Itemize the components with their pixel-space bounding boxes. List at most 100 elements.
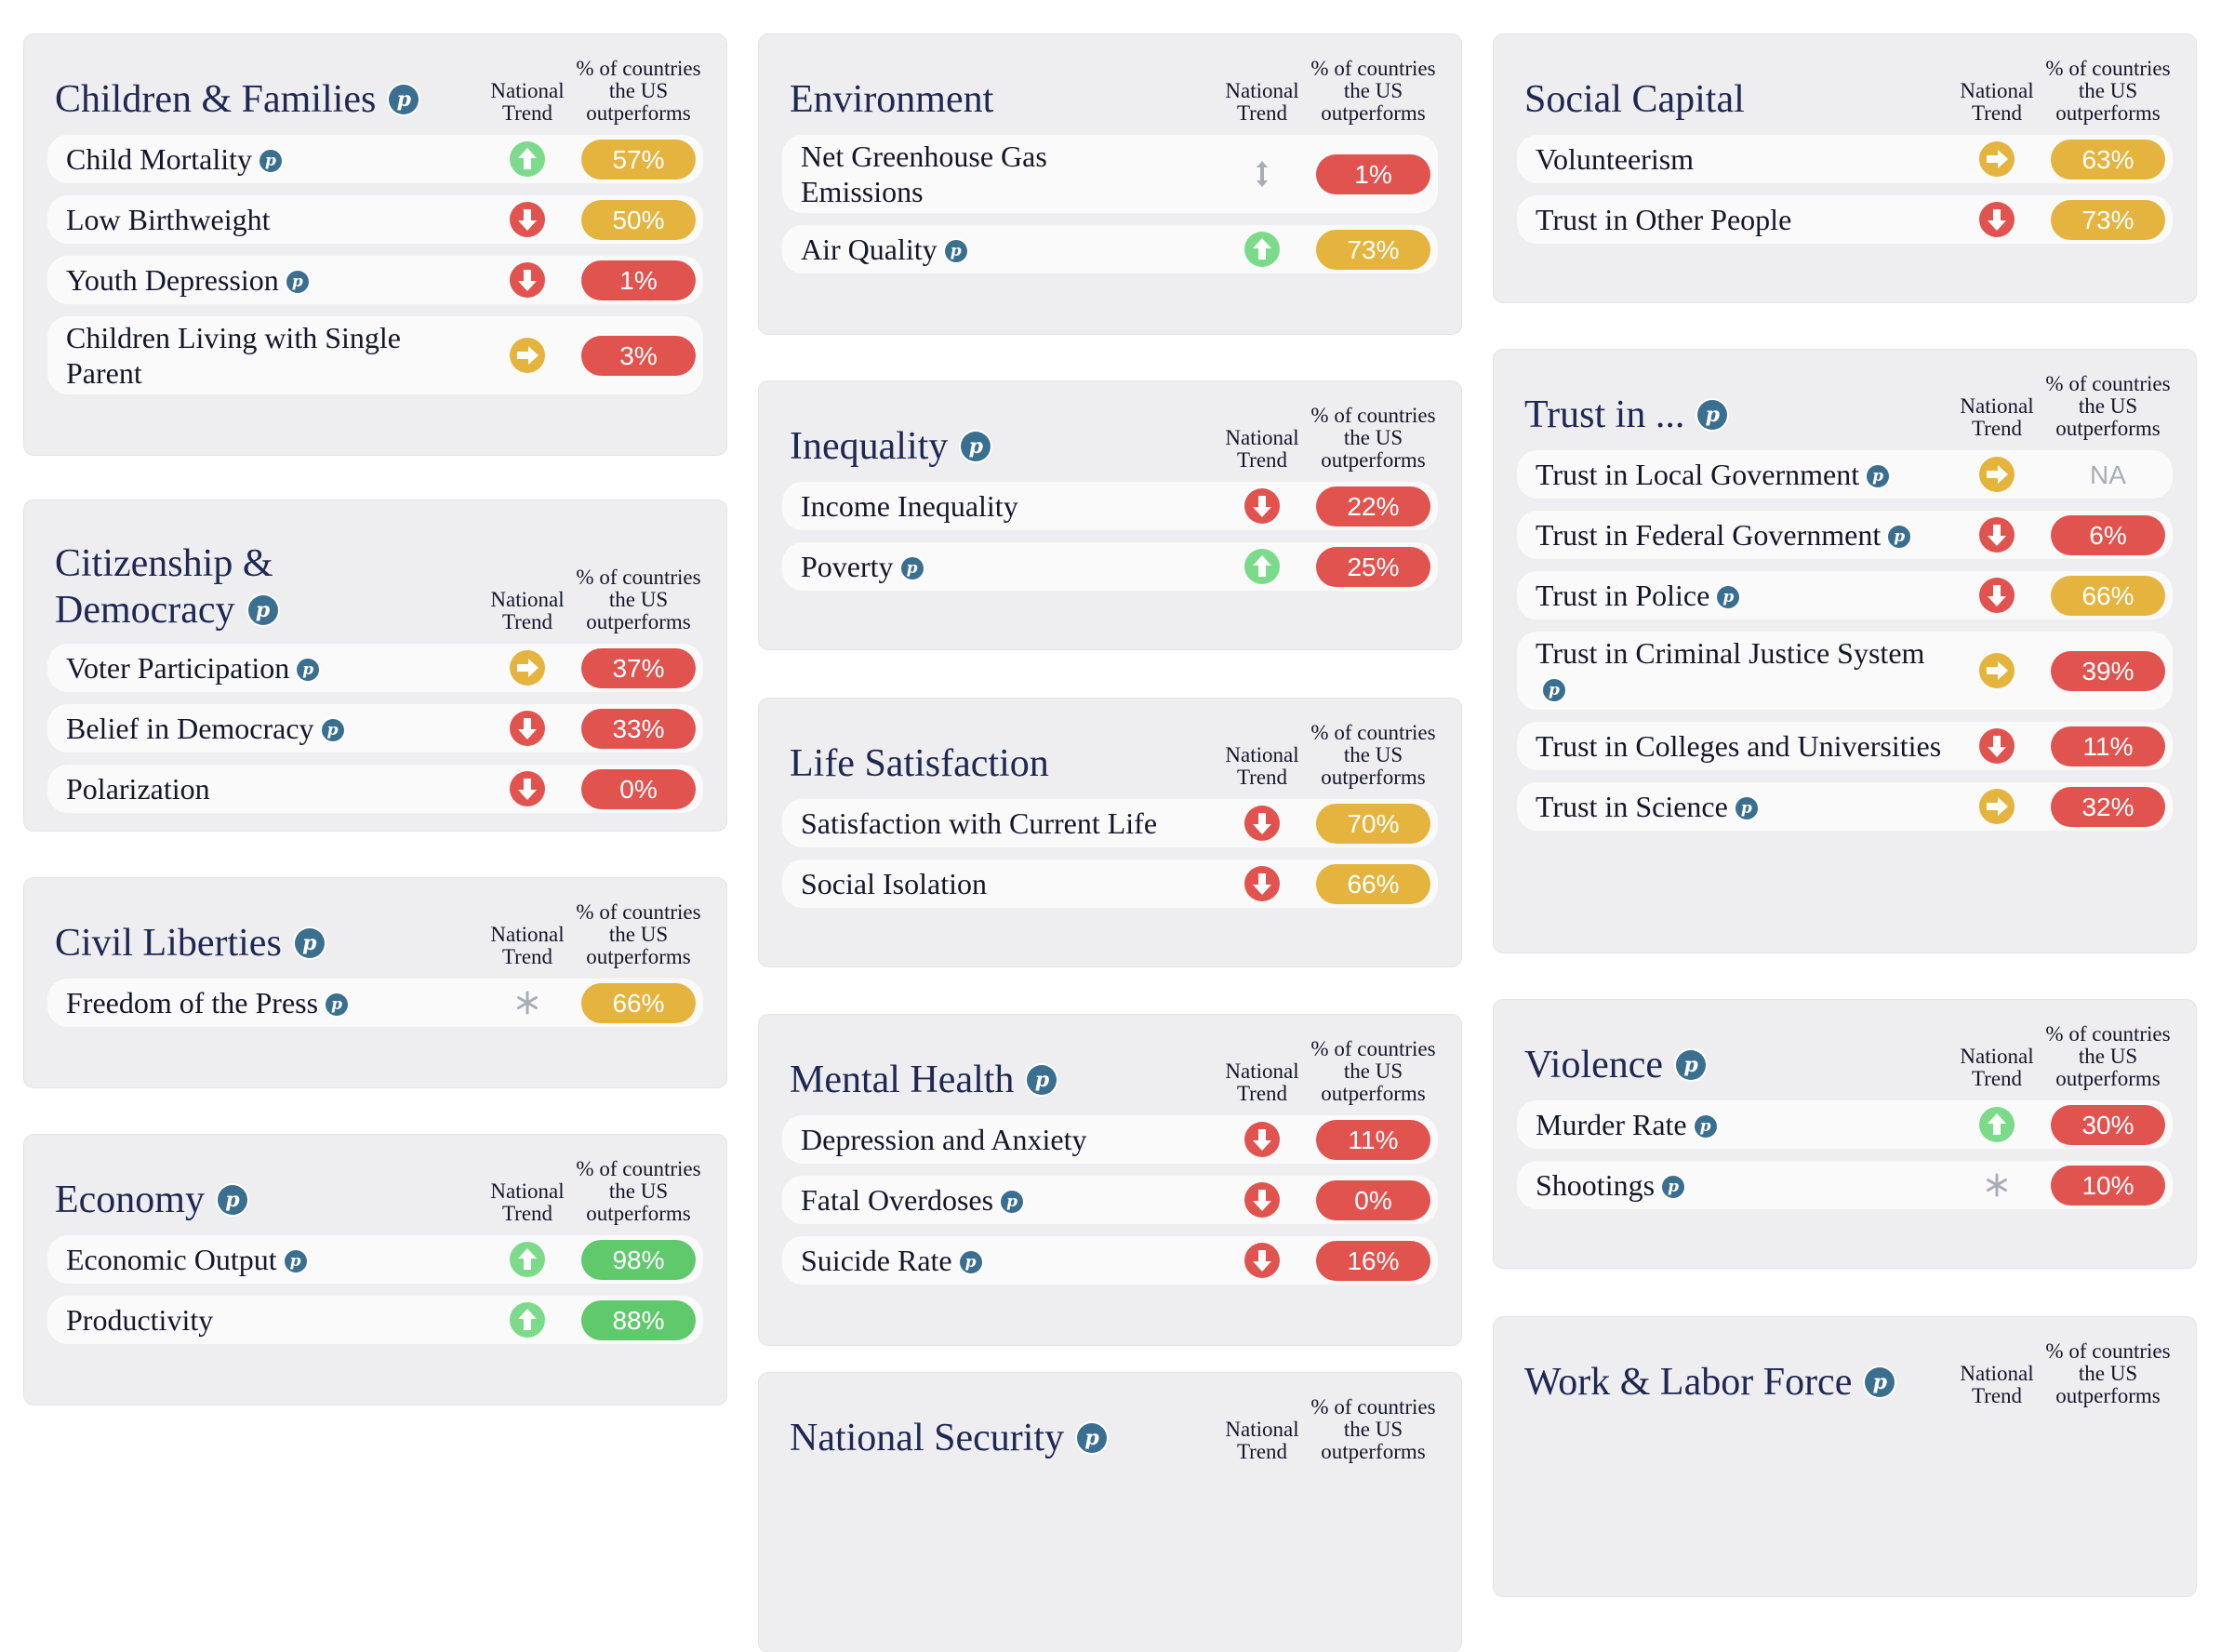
metric-row[interactable]: Trust in Police p 66% [1517,571,2173,620]
info-icon[interactable]: p [944,240,967,262]
info-icon[interactable]: p [217,1185,247,1215]
metric-label[interactable]: Youth Depression [66,263,279,297]
percent-badge: 0% [581,768,696,809]
metric-label[interactable]: Trust in Local Government [1536,458,1860,491]
metric-label[interactable]: Trust in Colleges and Universities [1536,729,1942,763]
info-icon[interactable]: p [1697,400,1728,430]
card-title: National Security p [790,1398,1208,1461]
card-title-text: Economy [55,1179,205,1221]
percent-badge: 11% [2051,726,2165,766]
info-icon[interactable]: p [1027,1065,1057,1095]
metric-name: Net Greenhouse Gas Emissions [801,139,1108,209]
info-icon[interactable]: p [1077,1423,1108,1453]
metric-row[interactable]: Depression and Anxiety 11% [782,1115,1438,1164]
metric-row[interactable]: Trust in Federal Government p 6% [1517,511,2173,559]
info-icon[interactable]: p [1717,586,1740,608]
metric-label[interactable]: Suicide Rate [801,1244,952,1277]
metric-row[interactable]: Trust in Criminal Justice System p 39% [1517,632,2173,710]
info-icon[interactable]: p [1694,1115,1717,1138]
metric-row[interactable]: Satisfaction with Current Life 70% [782,799,1438,847]
card-title-text: Mental Health [790,1059,1015,1101]
metric-row[interactable]: Income Inequality 22% [782,482,1438,530]
metric-row[interactable]: Freedom of the Press p 66% [47,979,703,1027]
info-icon[interactable]: p [286,271,309,293]
metric-row[interactable]: Trust in Science p 32% [1517,782,2173,831]
info-icon[interactable]: p [1676,1050,1707,1080]
metric-row[interactable]: Shootings p 10% [1517,1161,2173,1209]
metric-row[interactable]: Volunteerism 63% [1517,135,2173,183]
metric-label[interactable]: Economic Output [66,1243,277,1276]
metric-row[interactable]: Trust in Other People 73% [1517,195,2173,244]
metric-row[interactable]: Murder Rate p 30% [1517,1100,2173,1149]
metric-row[interactable]: Belief in Democracy p 33% [47,704,703,753]
arrow-right-icon [1978,652,2015,689]
metric-label[interactable]: Fatal Overdoses [801,1183,994,1217]
metric-label[interactable]: Net Greenhouse Gas Emissions [801,140,1047,208]
metric-label[interactable]: Satisfaction with Current Life [801,806,1158,840]
metric-label[interactable]: Poverty [801,550,894,583]
info-icon[interactable]: p [1888,526,1911,548]
info-icon[interactable]: p [297,659,320,681]
info-icon[interactable]: p [1867,465,1890,487]
info-icon[interactable]: p [1662,1176,1685,1198]
metric-label[interactable]: Child Mortality [66,142,252,176]
info-icon[interactable]: p [959,1251,982,1273]
info-icon[interactable]: p [961,432,991,461]
info-icon[interactable]: p [321,719,344,741]
metric-row[interactable]: Productivity 88% [47,1296,703,1344]
metric-label[interactable]: Trust in Other People [1536,203,1792,236]
metric-label[interactable]: Volunteerism [1536,142,1695,176]
metric-label[interactable]: Air Quality [801,233,938,266]
metric-row[interactable]: Children Living with Single Parent 3% [47,316,703,394]
card-header: Economy p National Trend% of countries the… [47,1158,703,1225]
info-icon[interactable]: p [389,85,419,114]
metric-row[interactable]: Trust in Local Government p NA [1517,450,2173,499]
info-icon[interactable]: p [326,993,349,1016]
metric-label[interactable]: Trust in Science [1536,790,1728,823]
metric-row[interactable]: Polarization 0% [47,765,703,813]
metric-label[interactable]: Shootings [1536,1168,1656,1202]
metric-label[interactable]: Trust in Criminal Justice System [1536,636,1925,670]
metric-row[interactable]: Trust in Colleges and Universities 11% [1517,722,2173,770]
info-icon[interactable]: p [294,928,325,958]
metric-label[interactable]: Freedom of the Press [66,986,319,1019]
metric-label[interactable]: Social Isolation [801,867,987,900]
info-icon[interactable]: p [1865,1367,1895,1397]
metric-label[interactable]: Productivity [66,1303,214,1337]
metric-label[interactable]: Polarization [66,772,210,806]
metric-row[interactable]: Fatal Overdoses p 0% [782,1176,1438,1224]
info-icon[interactable]: p [900,557,924,580]
metric-label[interactable]: Murder Rate [1536,1108,1687,1141]
metric-row[interactable]: Low Birthweight 50% [47,195,703,244]
metric-row[interactable]: Suicide Rate p 16% [782,1236,1438,1285]
card-header: Inequality p National Trend% of countries … [782,405,1438,472]
arrow-down-icon [1978,201,2015,238]
arrow-up-icon [509,1301,546,1339]
metric-label[interactable]: Children Living with Single Parent [66,321,401,390]
metric-row[interactable]: Economic Output p 98% [47,1235,703,1284]
metric-label[interactable]: Depression and Anxiety [801,1123,1087,1156]
metric-label[interactable]: Income Inequality [801,489,1018,523]
metric-row[interactable]: Voter Participation p 37% [47,644,703,692]
arrow-down-icon [1243,487,1281,525]
metric-row[interactable]: Social Isolation 66% [782,859,1438,908]
info-icon[interactable]: p [1001,1191,1024,1213]
percent-badge: 66% [1316,863,1430,904]
metric-label[interactable]: Low Birthweight [66,203,271,236]
info-icon[interactable]: p [247,595,278,625]
metric-row[interactable]: Child Mortality p 57% [47,135,703,183]
metric-label[interactable]: Voter Participation [66,651,290,685]
metric-label[interactable]: Trust in Police [1536,579,1710,612]
info-icon[interactable]: p [284,1250,307,1272]
metric-label[interactable]: Trust in Federal Government [1536,518,1882,552]
percent-badge: 73% [1316,229,1430,270]
info-icon[interactable]: p [1735,797,1758,819]
metric-row[interactable]: Net Greenhouse Gas Emissions 1% [782,135,1438,213]
metric-row[interactable]: Poverty p 25% [782,542,1438,591]
info-icon[interactable]: p [259,150,282,172]
metric-label[interactable]: Belief in Democracy [66,712,314,745]
metric-row[interactable]: Youth Depression p 1% [47,256,703,304]
metric-row[interactable]: Air Quality p 73% [782,225,1438,273]
national-trend-header: National Trend [1225,1059,1299,1105]
info-icon[interactable]: p [1543,679,1565,701]
